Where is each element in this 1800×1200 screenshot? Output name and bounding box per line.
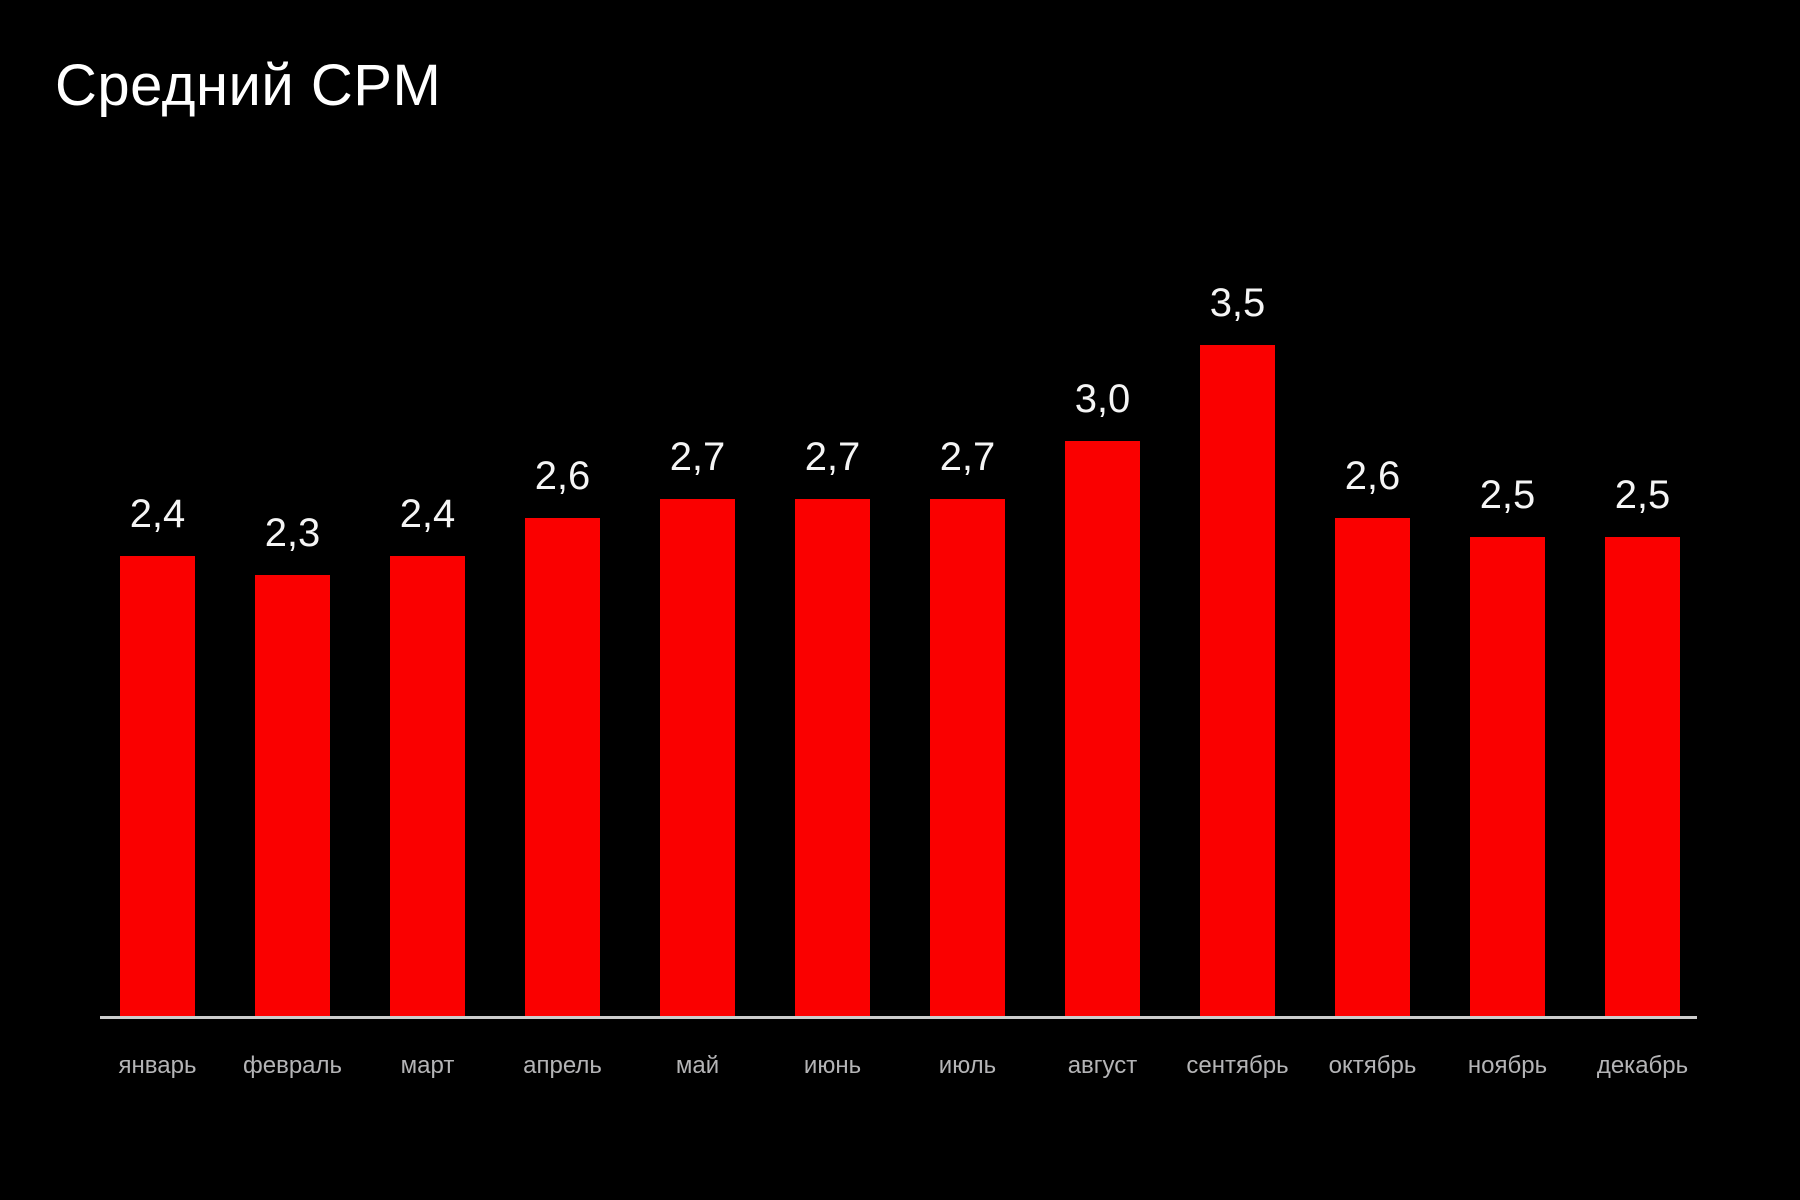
bar [1470, 537, 1545, 1017]
bar [390, 556, 465, 1017]
bar-column: 2,6 [495, 200, 630, 1017]
bar-value-label: 2,5 [1479, 473, 1536, 517]
bar-column: 3,5 [1170, 200, 1305, 1017]
bar-column: 2,7 [765, 200, 900, 1017]
bar [525, 518, 600, 1017]
x-axis-label: июль [938, 1052, 997, 1079]
bar-value-label: 3,0 [1074, 377, 1131, 421]
bar [120, 556, 195, 1017]
bar [660, 499, 735, 1017]
bar-chart: 2,4 2,3 2,4 2,6 2,7 2,7 2,7 3,0 3,5 2,6 2,5 2,5 [90, 200, 1710, 1017]
x-axis-label: декабрь [1596, 1052, 1689, 1079]
x-axis-label: август [1067, 1052, 1138, 1079]
bar [930, 499, 1005, 1017]
bar-column: 2,5 [1440, 200, 1575, 1017]
bar-value-label: 2,7 [669, 435, 726, 479]
bar-value-label: 2,7 [939, 435, 996, 479]
bar-column: 2,5 [1575, 200, 1710, 1017]
x-axis-line [100, 1016, 1697, 1019]
x-axis-label: ноябрь [1467, 1052, 1548, 1079]
bar [1200, 345, 1275, 1017]
bar-value-label: 2,5 [1614, 473, 1671, 517]
bar-value-label: 2,3 [264, 511, 321, 555]
bar-value-label: 2,6 [534, 454, 591, 498]
bar-value-label: 2,6 [1344, 454, 1401, 498]
x-axis-label: март [400, 1052, 455, 1079]
bar [795, 499, 870, 1017]
bar-value-label: 2,4 [129, 492, 186, 536]
bar-column: 2,3 [225, 200, 360, 1017]
x-axis-labels: январь февраль март апрель май июнь июль август… [90, 1052, 1710, 1080]
bar [1605, 537, 1680, 1017]
bar [1335, 518, 1410, 1017]
bar-column: 3,0 [1035, 200, 1170, 1017]
bar-column: 2,7 [900, 200, 1035, 1017]
x-axis-label: сентябрь [1186, 1052, 1289, 1079]
chart-title: Средний CPM [55, 53, 442, 118]
bar-value-label: 2,7 [804, 435, 861, 479]
bar [1065, 441, 1140, 1017]
bar-column: 2,7 [630, 200, 765, 1017]
x-axis-label: апрель [523, 1052, 602, 1079]
x-axis-label: октябрь [1328, 1052, 1417, 1079]
bar-column: 2,4 [360, 200, 495, 1017]
bar-column: 2,6 [1305, 200, 1440, 1017]
x-axis-label: январь [118, 1052, 197, 1079]
x-axis-label: май [675, 1052, 720, 1079]
x-axis-label: февраль [242, 1052, 343, 1079]
bar-value-label: 2,4 [399, 492, 456, 536]
bar-column: 2,4 [90, 200, 225, 1017]
x-axis-label: июнь [803, 1052, 862, 1079]
bar-value-label: 3,5 [1209, 281, 1266, 325]
bar [255, 575, 330, 1017]
